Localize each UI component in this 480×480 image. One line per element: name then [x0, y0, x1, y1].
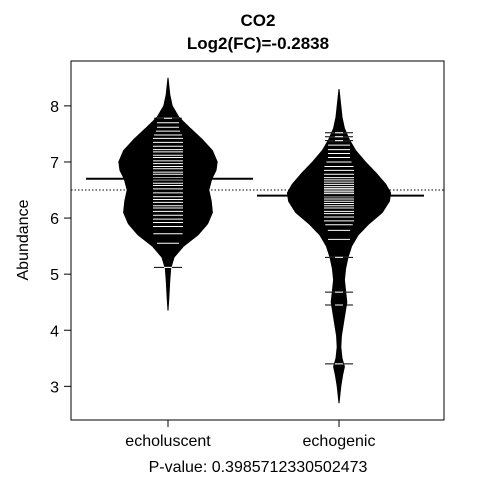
y-tick-label: 7 [50, 155, 59, 172]
plot-area: 3 4 5 6 7 8 echoluscent echogenic [50, 60, 445, 450]
chart-subtitle: Log2(FC)=-0.2838 [187, 34, 329, 53]
y-tick-label: 3 [50, 379, 59, 396]
x-tick-label: echoluscent [125, 433, 211, 450]
y-tick-label: 8 [50, 99, 59, 116]
y-tick-label: 6 [50, 211, 59, 228]
x-tick-label: echogenic [303, 433, 376, 450]
x-axis-label: P-value: 0.3985712330502473 [149, 459, 368, 476]
plot-frame [70, 60, 445, 421]
bean-density [118, 77, 218, 311]
bean-density [286, 88, 392, 404]
y-tick-label: 4 [50, 323, 59, 340]
y-tick-label: 5 [50, 267, 59, 284]
chart-title: CO2 [241, 11, 276, 30]
y-axis-label: Abundance [15, 199, 32, 280]
